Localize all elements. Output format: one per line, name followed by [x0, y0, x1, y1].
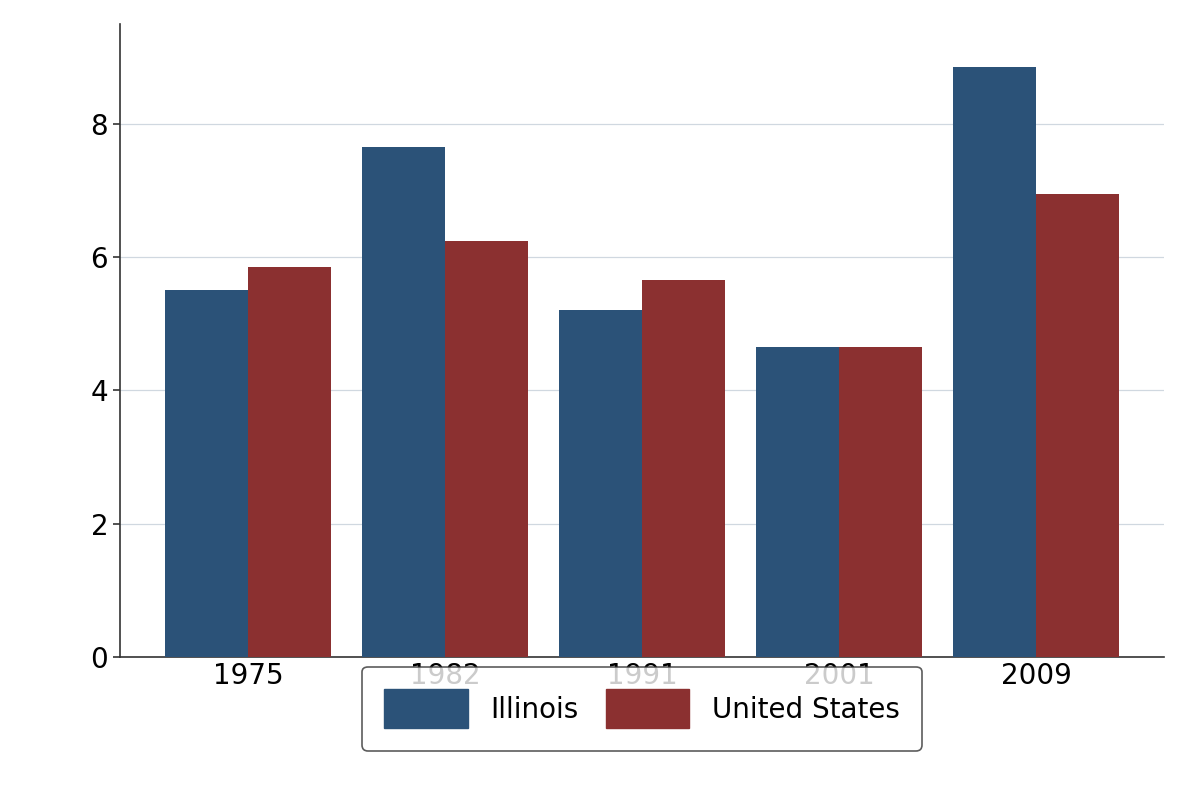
- Legend: Illinois, United States: Illinois, United States: [362, 666, 922, 751]
- Bar: [166, 291, 248, 657]
- Bar: [362, 147, 445, 657]
- Bar: [953, 67, 1036, 657]
- Bar: [756, 347, 839, 657]
- Bar: [445, 240, 528, 657]
- Bar: [839, 347, 922, 657]
- Bar: [642, 280, 725, 657]
- Bar: [1036, 194, 1118, 657]
- Bar: [248, 268, 331, 657]
- Bar: [559, 311, 642, 657]
